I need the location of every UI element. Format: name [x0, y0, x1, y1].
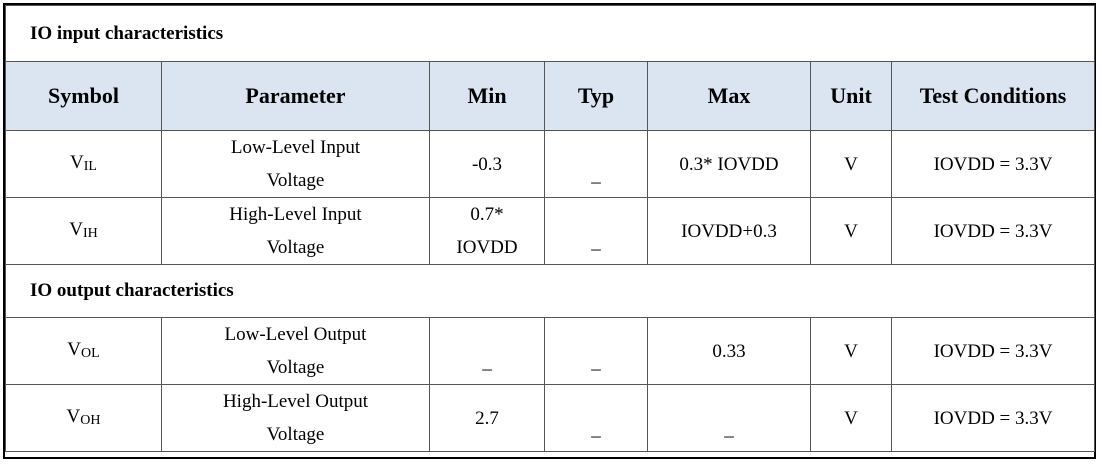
header-test-conditions: Test Conditions [890, 61, 1096, 131]
typ-cell: _ [544, 317, 648, 385]
typ-value: _ [591, 418, 601, 440]
parameter-cell: High-Level Input Voltage [161, 197, 430, 265]
section-title-input: IO input characteristics [4, 5, 1096, 62]
parameter-cell: Low-Level Input Voltage [161, 130, 430, 198]
min-value: _ [482, 351, 492, 373]
parameter-line-2: Voltage [266, 170, 325, 191]
symbol-subscript: OL [81, 345, 100, 361]
parameter-line-2: Voltage [266, 237, 325, 258]
section-title-output: IO output characteristics [4, 264, 1096, 318]
min-line-1: 0.7* [470, 204, 504, 225]
parameter-line-1: Low-Level Input [230, 137, 361, 158]
parameter-cell: Low-Level Output Voltage [161, 317, 430, 385]
parameter-line-1: Low-Level Output [224, 324, 367, 345]
test-condition-cell: IOVDD = 3.3V [890, 384, 1096, 452]
typ-value: _ [591, 231, 601, 253]
symbol-main: V [70, 151, 84, 173]
typ-value: _ [591, 164, 601, 186]
unit-cell: V [810, 317, 892, 385]
table-row-voh: VOH High-Level Output Voltage 2.7 _ _ V I… [5, 384, 1096, 452]
typ-cell: _ [544, 384, 648, 452]
test-condition-cell: IOVDD = 3.3V [890, 197, 1096, 265]
min-cell: 0.7* IOVDD [429, 197, 545, 265]
table-row-vih: VIH High-Level Input Voltage 0.7* IOVDD _ … [5, 197, 1096, 265]
min-cell: 2.7 [429, 384, 545, 452]
unit-cell: V [810, 384, 892, 452]
table-row-vil: VIL Low-Level Input Voltage -0.3 _ 0.3* I… [5, 130, 1096, 198]
header-max: Max [647, 61, 811, 131]
max-cell: IOVDD+0.3 [647, 197, 811, 265]
parameter-cell: High-Level Output Voltage [161, 384, 430, 452]
symbol-main: V [69, 218, 83, 240]
min-cell: _ [429, 317, 545, 385]
symbol-cell: VOL [5, 317, 162, 385]
header-typ: Typ [544, 61, 648, 131]
parameter-line-2: Voltage [266, 424, 325, 445]
parameter-line-1: High-Level Input [229, 204, 362, 225]
header-parameter: Parameter [161, 61, 430, 131]
typ-cell: _ [544, 130, 648, 198]
symbol-subscript: OH [80, 412, 101, 428]
header-row: Symbol Parameter Min Typ Max Unit Test C… [5, 61, 1096, 131]
header-symbol: Symbol [5, 61, 162, 131]
symbol-subscript: IL [83, 158, 97, 174]
max-cell: 0.3* IOVDD [647, 130, 811, 198]
typ-value: _ [591, 351, 601, 373]
test-condition-cell: IOVDD = 3.3V [890, 130, 1096, 198]
symbol-cell: VIL [5, 130, 162, 198]
section-row-input: IO input characteristics [4, 5, 1096, 62]
table-row-vol: VOL Low-Level Output Voltage _ _ 0.33 V I… [5, 317, 1096, 385]
min-line-2: IOVDD [456, 237, 518, 258]
typ-cell: _ [544, 197, 648, 265]
symbol-main: V [66, 405, 81, 427]
header-unit: Unit [810, 61, 892, 131]
max-cell: 0.33 [647, 317, 811, 385]
parameter-line-1: High-Level Output [222, 391, 369, 412]
max-cell: _ [647, 384, 811, 452]
header-min: Min [429, 61, 545, 131]
symbol-main: V [67, 338, 82, 360]
symbol-cell: VIH [5, 197, 162, 265]
parameter-line-2: Voltage [266, 357, 325, 378]
unit-cell: V [810, 130, 892, 198]
symbol-subscript: IH [82, 225, 98, 241]
io-characteristics-table: IO input characteristics Symbol Paramete… [4, 5, 1096, 452]
unit-cell: V [810, 197, 892, 265]
symbol-cell: VOH [5, 384, 162, 452]
test-condition-cell: IOVDD = 3.3V [890, 317, 1096, 385]
max-value: _ [724, 418, 734, 440]
section-row-output: IO output characteristics [4, 264, 1096, 318]
min-cell: -0.3 [429, 130, 545, 198]
io-characteristics-table-frame: IO input characteristics Symbol Paramete… [3, 3, 1096, 459]
